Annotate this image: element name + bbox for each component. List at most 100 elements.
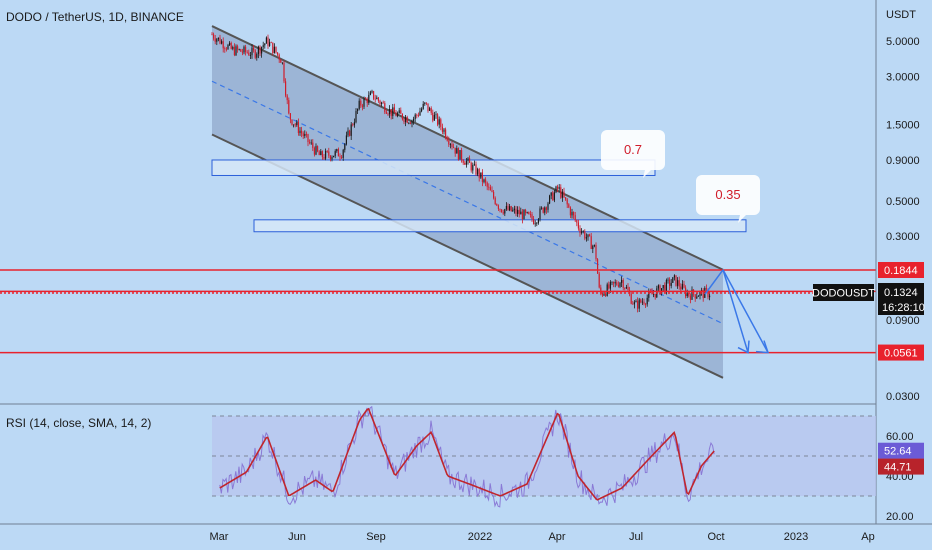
candle-body: [675, 275, 677, 286]
candle-body: [565, 197, 567, 200]
candle-body: [430, 108, 432, 113]
candle-body: [512, 209, 514, 212]
candle-body: [427, 103, 429, 111]
candle-body: [267, 37, 269, 46]
candle-body: [355, 110, 357, 123]
candle-body: [281, 62, 283, 64]
candle-body: [379, 100, 381, 105]
candle-body: [229, 42, 231, 45]
candle-body: [552, 192, 554, 201]
candle-body: [536, 222, 538, 224]
candle-body: [313, 147, 315, 155]
candle-body: [600, 287, 602, 293]
candle-body: [493, 191, 495, 198]
candle-body: [285, 81, 287, 96]
price-axis-unit: USDT: [886, 9, 916, 21]
candle-body: [397, 113, 399, 117]
candle-body: [645, 303, 647, 305]
time-tick-label: Jul: [629, 531, 643, 543]
candle-body: [424, 102, 426, 104]
price-axis[interactable]: 5.0000 3.0000 1.5000 0.9000 0.5000 0.3000 0.09…: [886, 36, 920, 403]
candle-body: [571, 211, 573, 216]
candle-body: [534, 223, 536, 225]
candle-body: [659, 285, 661, 295]
candle-body: [481, 172, 483, 182]
candle-body: [473, 164, 475, 166]
candle-body: [609, 282, 611, 289]
candle-body: [393, 107, 395, 113]
candle-body: [299, 130, 301, 133]
candle-body: [417, 115, 419, 116]
candle-body: [310, 142, 312, 144]
candle-body: [305, 134, 307, 135]
candle-body: [286, 95, 288, 101]
candle-body: [529, 214, 531, 215]
price-tick-label: 1.5000: [886, 120, 920, 132]
candle-body: [582, 231, 584, 233]
candle-body: [595, 244, 597, 260]
candle-body: [528, 212, 530, 215]
candle-body: [544, 207, 546, 213]
candle-body: [433, 114, 435, 121]
candle-body: [667, 279, 669, 281]
candle-body: [392, 107, 394, 116]
candle-body: [592, 245, 594, 249]
candle-body: [216, 39, 218, 42]
candle-body: [323, 157, 325, 159]
candle-body: [373, 91, 375, 99]
candle-body: [573, 211, 575, 216]
candle-body: [341, 157, 343, 158]
candle-body: [475, 164, 477, 175]
candle-body: [293, 124, 295, 126]
candle-body: [245, 46, 247, 52]
candle-body: [574, 215, 576, 221]
price-tick-label: 5.0000: [886, 36, 920, 48]
candle-body: [560, 187, 562, 198]
candle-body: [272, 42, 274, 54]
candle-body: [363, 98, 365, 107]
candle-body: [414, 114, 416, 119]
candle-body: [672, 277, 674, 283]
candle-body: [507, 206, 509, 211]
candle-body: [321, 151, 323, 158]
candle-body: [521, 211, 523, 220]
candle-body: [640, 299, 642, 303]
candle-body: [611, 281, 613, 283]
candle-body: [246, 51, 248, 53]
candle-body: [616, 282, 618, 285]
chart-title: DODO / TetherUS, 1D, BINANCE: [6, 10, 184, 24]
candle-body: [568, 204, 570, 208]
candle-body: [257, 46, 259, 54]
candle-body: [665, 280, 667, 292]
candle-body: [653, 293, 655, 295]
candle-body: [590, 236, 592, 249]
price-tick-label: 3.0000: [886, 71, 920, 83]
candle-body: [438, 119, 440, 125]
candle-body: [597, 259, 599, 274]
candle-body: [374, 98, 376, 100]
time-tick-label: Apr: [548, 531, 565, 543]
candle-body: [613, 281, 615, 284]
price-tick-label: 0.3000: [886, 231, 920, 243]
candle-body: [329, 155, 331, 160]
candle-body: [654, 293, 656, 298]
candle-body: [371, 91, 373, 93]
candle-body: [307, 134, 309, 143]
rsi-ma-badge: [878, 458, 924, 475]
candle-body: [683, 283, 685, 288]
candle-body: [312, 142, 314, 148]
time-axis[interactable]: Mar Jun Sep 2022 Apr Jul Oct 2023 Ap: [210, 531, 875, 543]
candle-body: [702, 290, 704, 298]
candle-body: [265, 37, 267, 44]
candle-body: [357, 108, 359, 111]
time-tick-label: Oct: [707, 531, 724, 543]
level-badge: [878, 344, 924, 361]
candle-body: [467, 158, 469, 161]
candle-body: [339, 156, 341, 158]
candle-body: [350, 124, 352, 136]
candle-body: [619, 282, 621, 287]
candle-body: [686, 293, 688, 297]
candle-body: [289, 113, 291, 120]
